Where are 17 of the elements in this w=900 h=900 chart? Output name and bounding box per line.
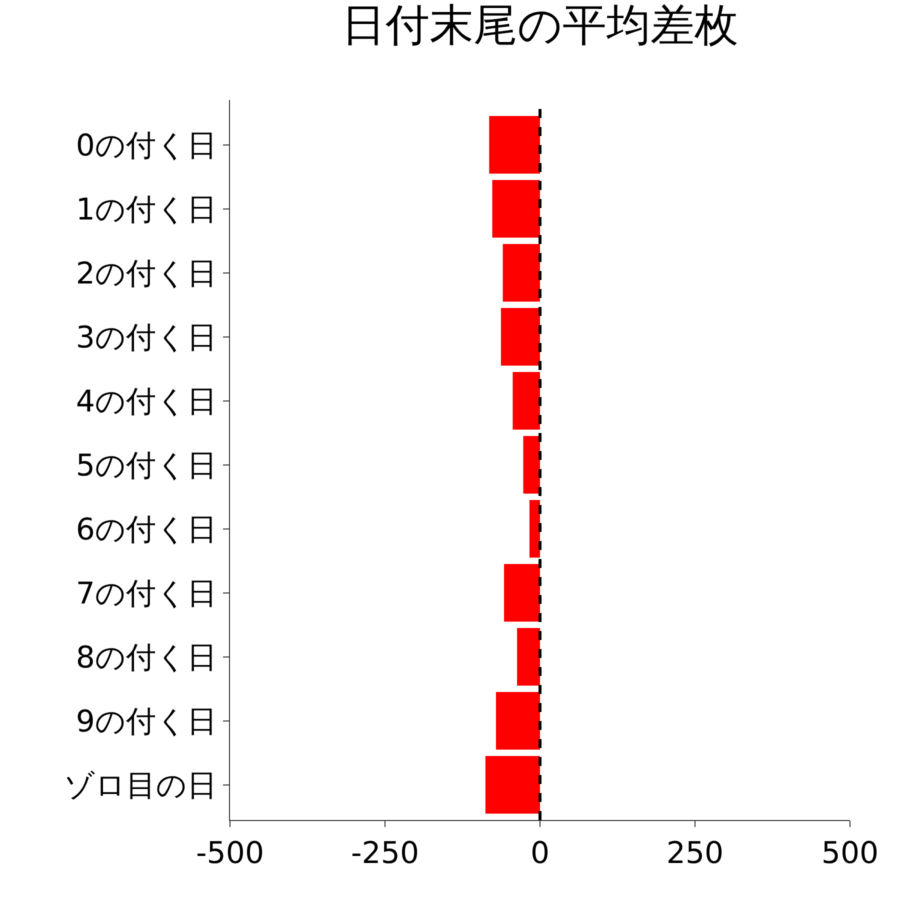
y-tick-label: 7の付く日 [76,576,217,612]
y-tick-label: 1の付く日 [76,192,217,228]
y-tick-label: 3の付く日 [76,320,217,356]
y-tick-label: 0の付く日 [76,128,217,164]
x-tick-label: 0 [530,836,550,871]
x-tick-label: 250 [666,836,724,871]
x-tick-label: -250 [350,836,420,871]
x-tick-label: -500 [196,836,264,871]
y-tick-label: 5の付く日 [76,448,217,484]
chart-title: 日付末尾の平均差枚 [342,0,738,51]
y-tick-label: 6の付く日 [76,512,217,548]
y-tick-label: 2の付く日 [76,256,217,292]
y-tick-label: 4の付く日 [76,384,217,420]
x-tick-label: 500 [821,836,879,871]
y-tick-label: ゾロ目の日 [64,768,217,804]
y-tick-label: 8の付く日 [76,640,217,676]
y-tick-label: 9の付く日 [76,704,217,740]
